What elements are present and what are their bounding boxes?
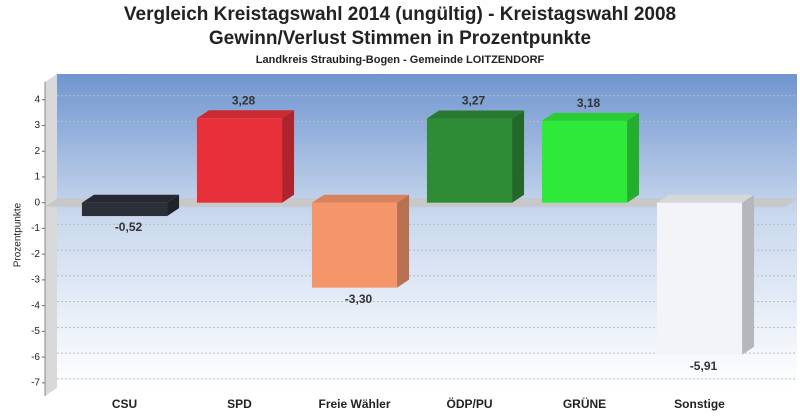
bar-top [426,110,525,119]
y-tick-label: 0 [34,197,40,208]
bar [81,202,168,217]
y-tick-label: -3 [31,275,40,286]
x-tick-label: Freie Wähler [318,397,390,411]
x-tick-label: GRÜNE [563,396,606,411]
y-tick-label: -2 [31,249,40,260]
value-label: -3,30 [345,292,373,306]
bar-side [742,194,755,355]
x-tick-label: ÖDP/PU [446,396,492,411]
y-tick-label: -7 [31,377,40,388]
y-tick-label: -4 [31,300,40,311]
bar [426,118,513,203]
y-tick-label: 4 [34,94,40,105]
y-axis-label: Prozentpunkte [13,202,24,267]
value-label: -5,91 [690,359,718,373]
y-tick-label: 3 [34,120,40,131]
y-tick-label: -1 [31,223,40,234]
chart-subtitle: Gewinn/Verlust Stimmen in Prozentpunkte [209,28,591,49]
y-tick-label: 2 [34,146,40,157]
bar-side [627,112,640,203]
x-tick-label: CSU [112,397,137,411]
bar-top [311,194,410,203]
bar-top [541,112,640,121]
bar-side [167,194,180,217]
x-tick-label: SPD [227,397,252,411]
y-tick-label: -6 [31,352,40,363]
value-label: 3,27 [462,94,486,108]
bar-top [656,194,755,203]
value-label: 3,28 [232,93,256,107]
value-label: 3,18 [577,96,601,110]
bar-side [397,194,410,288]
bar-top [196,110,295,119]
y-tick-label: -5 [31,326,40,337]
bar-side [282,110,295,203]
bar [656,202,743,355]
value-label: -0,52 [115,220,143,234]
bar [196,118,283,203]
bar [311,202,398,288]
x-tick-label: Sonstige [674,397,725,411]
side-wall [45,74,57,396]
chart-title: Vergleich Kreistagswahl 2014 (ungültig) … [124,4,676,25]
bar-top [81,194,180,203]
bar-side [512,110,525,203]
chart-caption: Landkreis Straubing-Bogen - Gemeinde LOI… [256,54,545,66]
bar [541,120,628,203]
y-tick-label: 1 [34,172,40,183]
